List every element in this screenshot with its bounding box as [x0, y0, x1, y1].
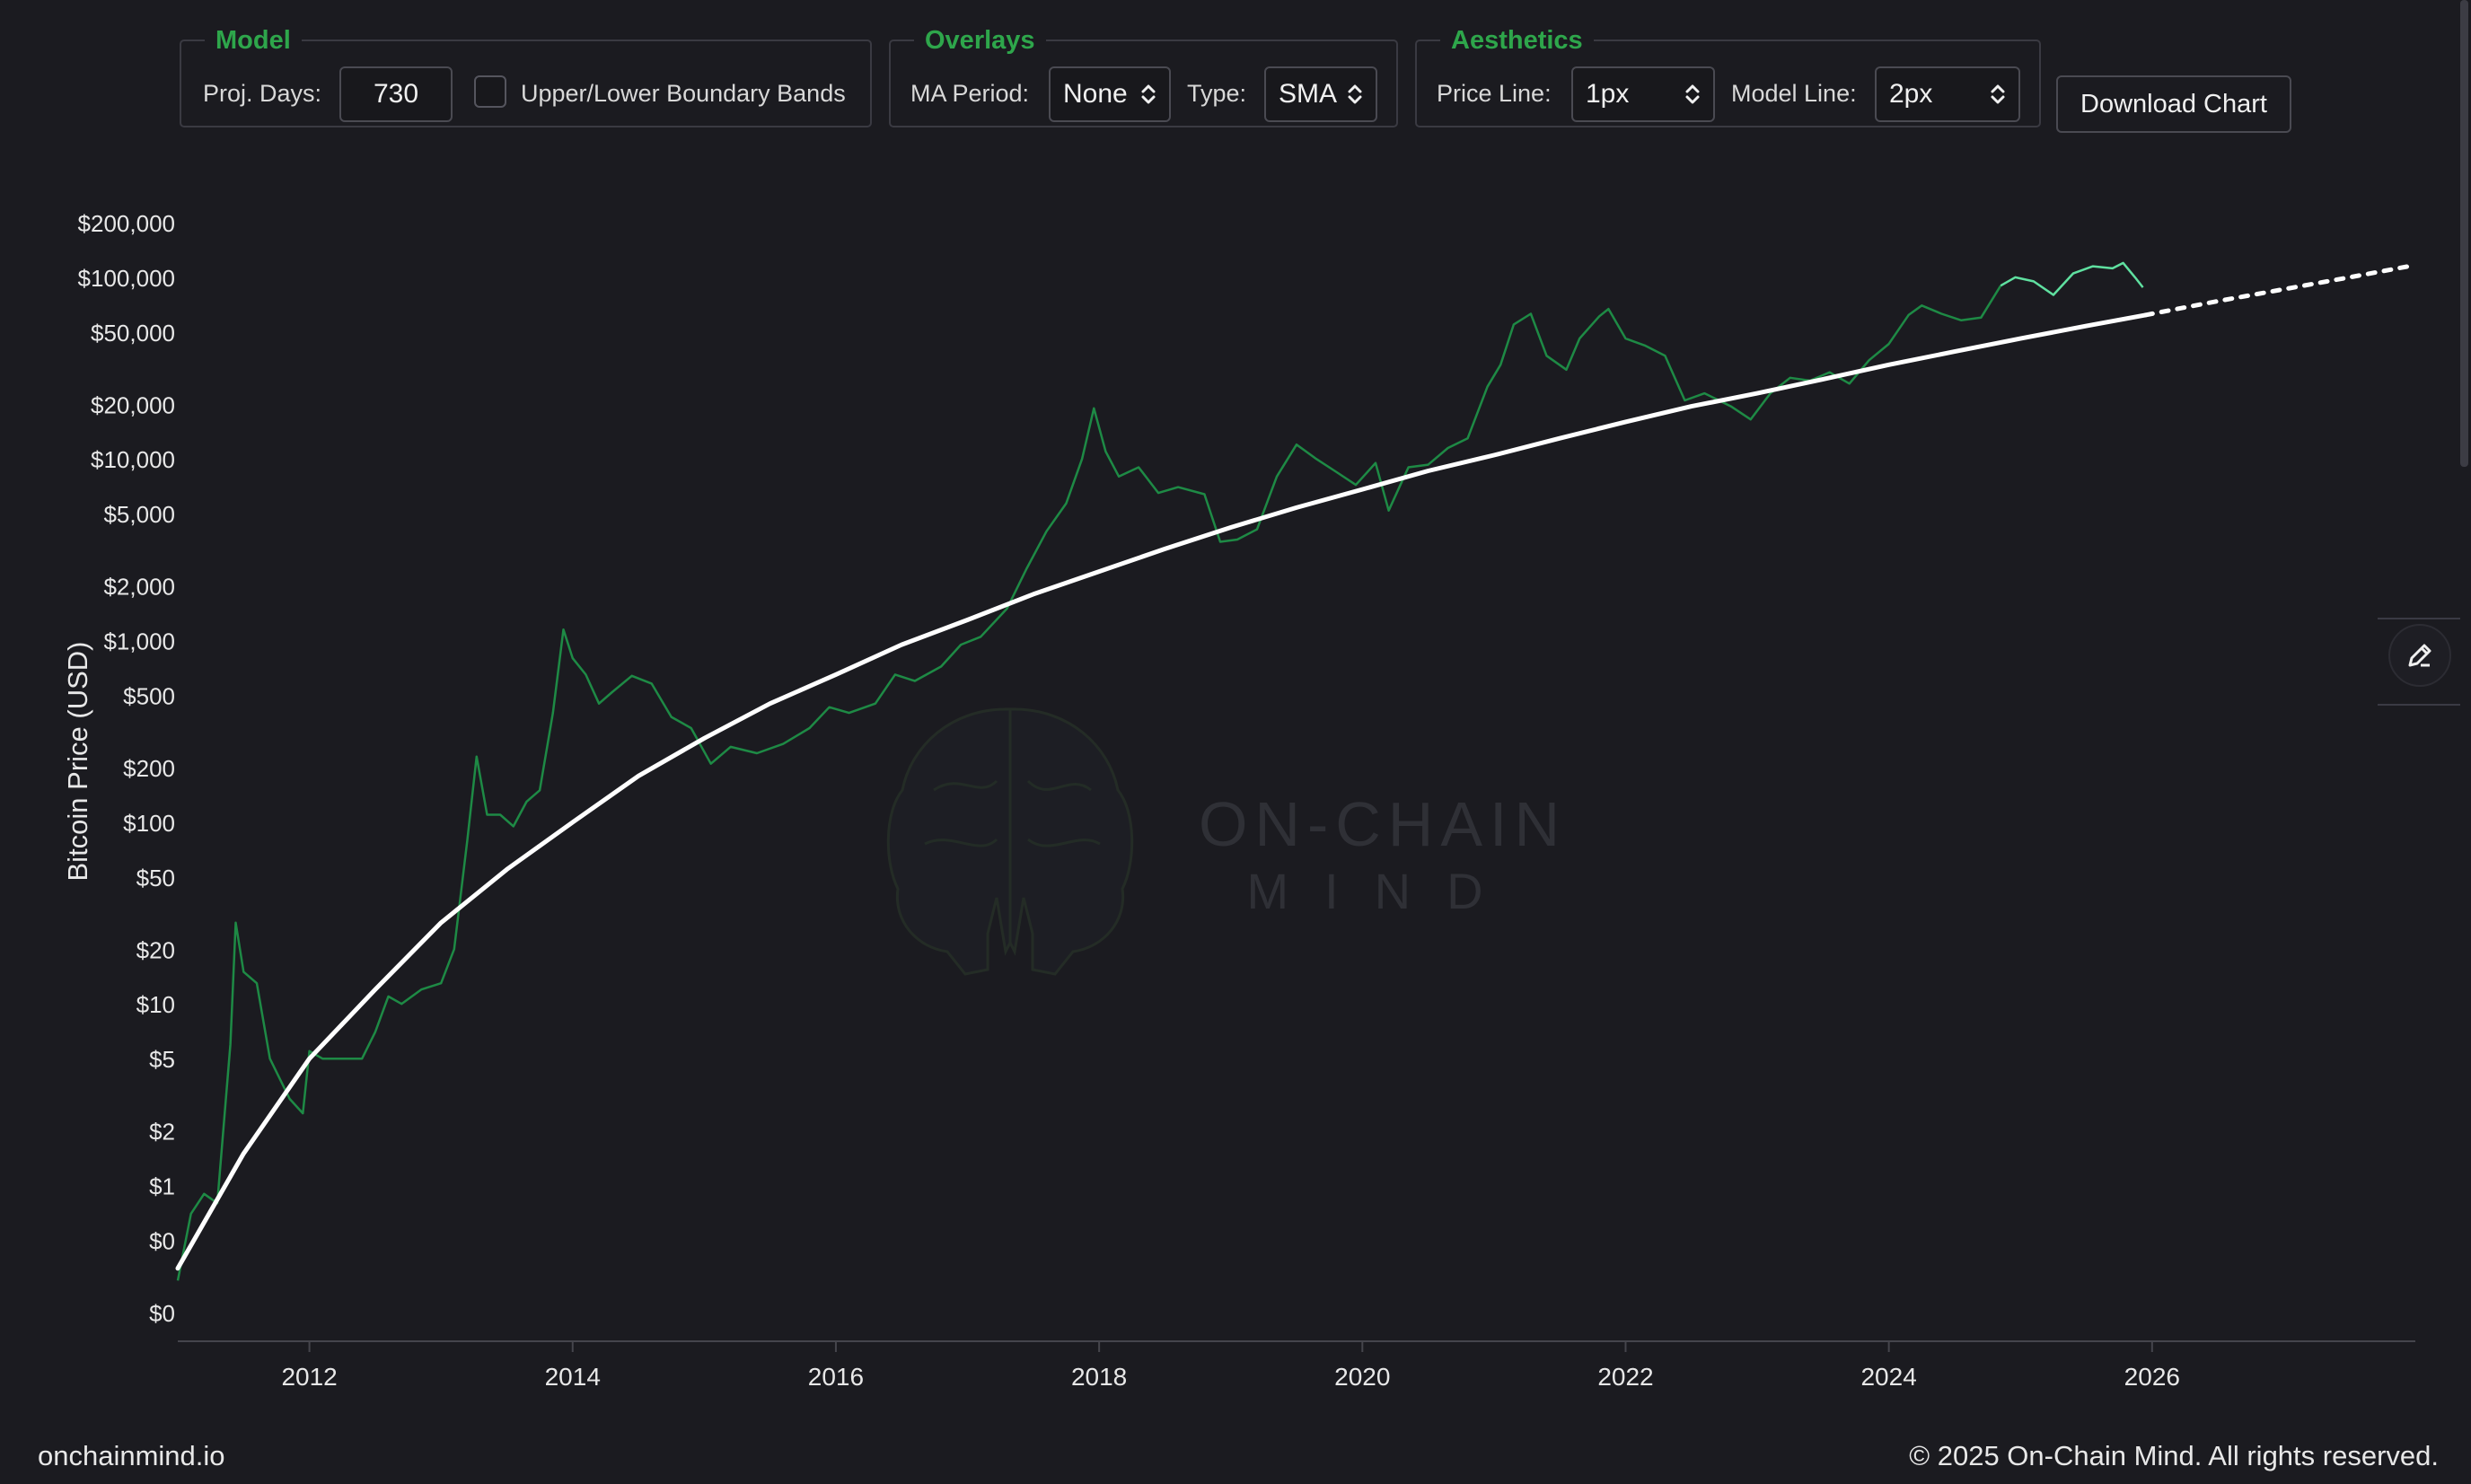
x-tick-label: 2018 [1071, 1363, 1127, 1391]
model-line-value: 2px [1889, 79, 1933, 109]
x-tick-label: 2024 [1860, 1363, 1916, 1391]
watermark-line2: MIND [1246, 863, 1518, 919]
divider [2378, 704, 2460, 706]
overlays-group: Overlays MA Period: None Type: SMA [889, 26, 1398, 127]
model-line-select[interactable]: 2px [1875, 66, 2020, 122]
y-tick-label: $200,000 [78, 210, 175, 237]
price-line-recent [2000, 261, 2144, 296]
x-tick-label: 2026 [2124, 1363, 2180, 1391]
chevron-up-down-icon [1991, 84, 2005, 104]
y-tick-label: $2,000 [103, 574, 175, 601]
aesthetics-legend: Aesthetics [1440, 26, 1594, 56]
chevron-up-down-icon [1685, 84, 1700, 104]
price-line-value: 1px [1586, 79, 1630, 109]
chevron-up-down-icon [1141, 84, 1156, 104]
edit-pencil-icon [2408, 644, 2431, 667]
ma-period-select[interactable]: None [1049, 66, 1171, 122]
ma-period-value: None [1063, 79, 1128, 109]
y-tick-label: $100 [123, 810, 175, 837]
x-tick-label: 2012 [281, 1363, 337, 1391]
y-tick-label: $50,000 [91, 320, 175, 347]
download-chart-button[interactable]: Download Chart [2056, 75, 2291, 133]
model-line-label: Model Line: [1731, 80, 1857, 107]
price-line [176, 285, 2002, 1281]
y-tick-label: $0 [149, 1300, 175, 1327]
brain-logo [886, 707, 1134, 976]
watermark: ON-CHAIN MIND [886, 707, 1567, 976]
series-group [175, 261, 2412, 1281]
ma-type-select[interactable]: SMA [1264, 66, 1377, 122]
x-tick-label: 2016 [808, 1363, 864, 1391]
y-tick-label: $1,000 [103, 628, 175, 655]
y-axis-label: Bitcoin Price (USD) [62, 642, 93, 882]
divider [2378, 618, 2460, 619]
y-tick-label: $200 [123, 755, 175, 782]
proj-days-label: Proj. Days: [203, 80, 322, 107]
boundary-bands-label: Upper/Lower Boundary Bands [521, 80, 846, 107]
price-line-label: Price Line: [1437, 80, 1552, 107]
y-tick-label: $10,000 [91, 446, 175, 473]
model-group: Model Proj. Days: 730 Upper/Lower Bounda… [180, 26, 872, 127]
x-tick-label: 2014 [545, 1363, 601, 1391]
y-tick-label: $2 [149, 1119, 175, 1146]
y-tick-label: $20 [136, 936, 175, 963]
y-tick-label: $10 [136, 991, 175, 1018]
y-tick-label: $50 [136, 865, 175, 891]
model-line [175, 312, 2148, 1271]
x-tick-label: 2022 [1597, 1363, 1653, 1391]
boundary-bands-checkbox[interactable] [474, 75, 506, 108]
ma-type-value: SMA [1279, 79, 1338, 109]
y-tick-label: $5 [149, 1046, 175, 1073]
scrollbar-thumb[interactable] [2460, 0, 2468, 467]
edit-button[interactable] [2388, 624, 2451, 687]
footer-copyright: © 2025 On-Chain Mind. All rights reserve… [1909, 1440, 2439, 1471]
watermark-line1: ON-CHAIN [1199, 789, 1567, 859]
x-tick-label: 2020 [1334, 1363, 1390, 1391]
type-label: Type: [1187, 80, 1247, 107]
overlays-legend: Overlays [914, 26, 1046, 56]
aesthetics-group: Aesthetics Price Line: 1px Model Line: 2… [1415, 26, 2041, 127]
price-line-select[interactable]: 1px [1571, 66, 1715, 122]
y-tick-label: $100,000 [78, 265, 175, 292]
y-tick-label: $1 [149, 1173, 175, 1200]
footer-site: onchainmind.io [38, 1440, 225, 1471]
y-tick-label: $5,000 [103, 501, 175, 528]
y-tick-label: $20,000 [91, 391, 175, 418]
y-tick-label: $500 [123, 682, 175, 709]
y-tick-label: $0 [149, 1227, 175, 1254]
model-legend: Model [205, 26, 302, 56]
proj-days-input[interactable]: 730 [339, 66, 453, 122]
x-axis: 2012 2014 2016 2018 2020 2022 2024 2026 [281, 1341, 2180, 1391]
projection-line [2143, 264, 2412, 318]
chevron-up-down-icon [1348, 84, 1362, 104]
ma-period-label: MA Period: [910, 80, 1030, 107]
y-axis: $0 $0 $1 $2 $5 $10 $20 $50 $100 $200 $500 $1,000 $2,… [78, 210, 175, 1327]
